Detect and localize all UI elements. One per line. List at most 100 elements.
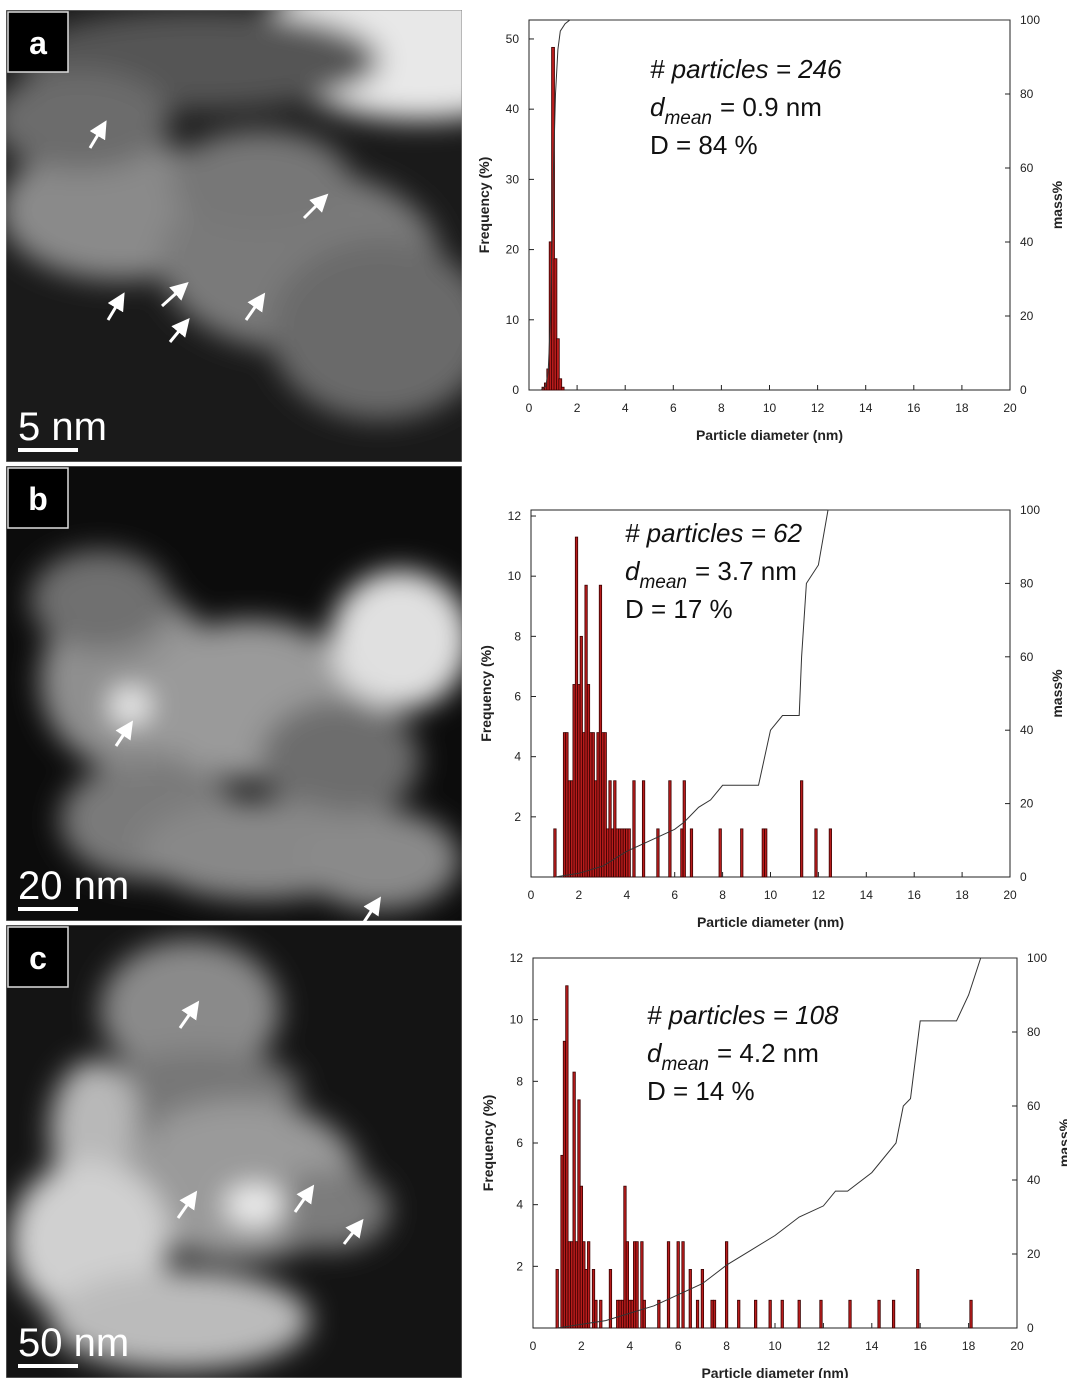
y2-tick-label: 100 <box>1020 503 1040 517</box>
x-tick-label: 8 <box>723 1339 730 1353</box>
x-tick-label: 8 <box>718 401 725 415</box>
bar <box>625 1241 629 1329</box>
y-tick-label: 4 <box>514 750 521 764</box>
y2-tick-label: 80 <box>1020 576 1034 590</box>
panel-label: a <box>29 25 47 61</box>
y2-tick-label: 100 <box>1027 951 1047 965</box>
annotation-particles: # particles = 246 <box>650 54 842 84</box>
blob <box>270 1170 390 1250</box>
image-texture <box>10 940 390 1370</box>
bar <box>676 1241 680 1329</box>
y2-axis-label: mass% <box>1049 669 1065 718</box>
dmean-subscript: mean <box>661 1054 709 1075</box>
bar <box>695 1299 700 1329</box>
x-tick-label: 0 <box>526 401 533 415</box>
dmean-symbol: d <box>650 92 666 122</box>
dmean-text: = 3.7 nm <box>695 556 797 586</box>
annotation-dispersion: D = 84 % <box>650 130 758 160</box>
bar <box>848 1299 852 1329</box>
x-tick-label: 6 <box>671 888 678 902</box>
bar <box>780 1299 784 1329</box>
micrograph <box>6 466 462 921</box>
y2-tick-label: 20 <box>1020 797 1034 811</box>
bar <box>754 1299 758 1329</box>
micrograph <box>6 10 462 462</box>
bar <box>565 985 569 1329</box>
bar <box>608 1269 613 1329</box>
x-tick-label: 2 <box>576 888 583 902</box>
dmean-text: = 0.9 nm <box>720 92 822 122</box>
panel-label: c <box>29 940 47 976</box>
x-tick-label: 12 <box>811 401 825 415</box>
y-axis-label: Frequency (%) <box>478 645 494 741</box>
y2-tick-label: 20 <box>1020 309 1034 323</box>
annotation-dmean: dmean = 3.7 nm <box>625 556 797 593</box>
x-tick-label: 6 <box>670 401 677 415</box>
x-tick-label: 0 <box>528 888 535 902</box>
x-tick-label: 14 <box>865 1339 879 1353</box>
bar <box>828 828 832 878</box>
bar <box>737 1299 741 1329</box>
y2-axis-label: mass% <box>1049 180 1065 229</box>
bar <box>682 780 686 878</box>
annotation-dispersion: D = 17 % <box>625 594 733 624</box>
blob <box>300 810 460 910</box>
y-tick-label: 8 <box>516 1074 523 1088</box>
bar <box>598 584 603 878</box>
x-tick-label: 18 <box>955 401 969 415</box>
arrow <box>176 1190 198 1219</box>
dmean-symbol: d <box>647 1038 663 1068</box>
bar <box>740 828 744 878</box>
bar <box>632 780 636 878</box>
arrow <box>244 292 266 321</box>
x-tick-label: 14 <box>860 888 874 902</box>
x-tick-label: 18 <box>962 1339 976 1353</box>
bar <box>603 732 607 878</box>
bar <box>819 1299 823 1329</box>
y2-tick-label: 60 <box>1020 161 1034 175</box>
y2-tick-label: 0 <box>1027 1321 1034 1335</box>
bar <box>764 828 768 878</box>
annotation-dispersion: D = 14 % <box>647 1076 755 1106</box>
y-axis-label: Frequency (%) <box>480 1095 496 1191</box>
x-tick-label: 20 <box>1010 1339 1024 1353</box>
y2-tick-label: 100 <box>1020 13 1040 27</box>
x-tick-label: 20 <box>1003 888 1017 902</box>
y-tick-label: 10 <box>508 569 522 583</box>
x-tick-label: 2 <box>574 401 581 415</box>
dmean-text: = 4.2 nm <box>717 1038 819 1068</box>
y2-tick-label: 40 <box>1020 235 1034 249</box>
arrow <box>160 281 189 308</box>
bar <box>599 1299 603 1329</box>
blob <box>270 240 462 420</box>
bar <box>877 1299 881 1329</box>
y2-tick-label: 80 <box>1027 1025 1041 1039</box>
y-tick-label: 50 <box>506 32 520 46</box>
panel-label: b <box>28 481 48 517</box>
image-texture <box>30 550 462 910</box>
bar <box>657 1299 661 1329</box>
scale-bar <box>18 907 78 911</box>
y2-tick-label: 0 <box>1020 870 1027 884</box>
bar <box>553 258 558 391</box>
blob <box>170 130 350 230</box>
x-tick-label: 8 <box>719 888 726 902</box>
bar <box>641 780 646 878</box>
cumulative-curve <box>540 19 1010 391</box>
dmean-subscript: mean <box>639 572 687 593</box>
x-tick-label: 6 <box>675 1339 682 1353</box>
x-tick-label: 10 <box>768 1339 782 1353</box>
bar <box>635 1241 639 1329</box>
y2-axis-label: mass% <box>1056 1118 1067 1167</box>
annotation-particles: # particles = 62 <box>625 518 803 548</box>
bar <box>768 1299 772 1329</box>
blob <box>6 70 170 170</box>
bar <box>891 1299 896 1329</box>
x-tick-label: 4 <box>622 401 629 415</box>
panel-label-box <box>7 926 69 988</box>
blob <box>260 700 420 820</box>
x-tick-label: 10 <box>763 401 777 415</box>
x-tick-label: 0 <box>530 1339 537 1353</box>
x-tick-label: 16 <box>914 1339 928 1353</box>
micrograph <box>6 925 462 1378</box>
